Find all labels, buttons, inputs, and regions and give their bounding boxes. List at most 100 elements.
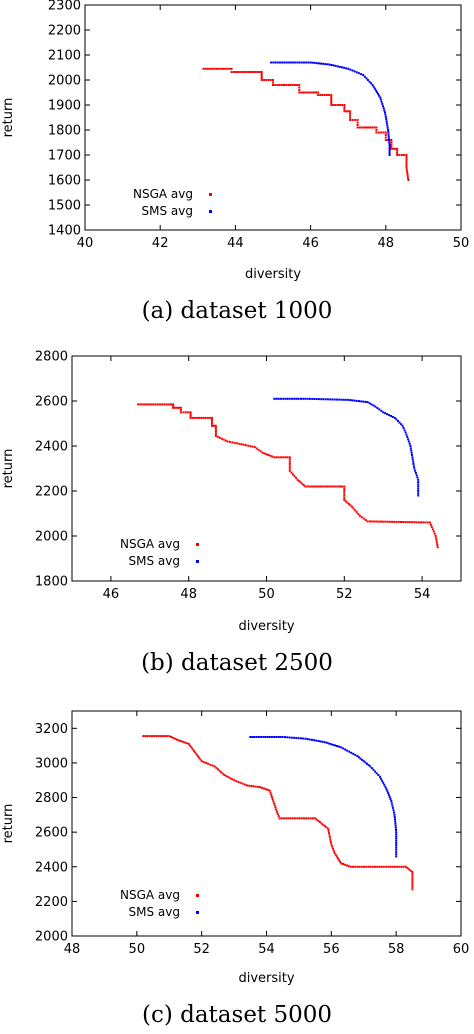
- data-point: [264, 736, 267, 738]
- data-point: [417, 490, 420, 492]
- data-point: [172, 403, 175, 406]
- data-point: [387, 793, 390, 796]
- data-point: [366, 762, 368, 765]
- data-point: [322, 823, 325, 826]
- data-point: [294, 61, 297, 64]
- data-point: [302, 737, 305, 740]
- data-point: [260, 736, 263, 738]
- x-tick-label: 44: [227, 236, 244, 251]
- x-tick-label: 46: [103, 587, 120, 602]
- data-point: [255, 447, 258, 450]
- data-point: [257, 736, 260, 738]
- data-point: [198, 756, 201, 759]
- data-point: [230, 71, 233, 73]
- data-point: [233, 779, 236, 782]
- data-point: [382, 520, 385, 523]
- data-point: [360, 865, 363, 868]
- data-point: [362, 74, 365, 76]
- data-point: [375, 129, 378, 131]
- data-point: [422, 521, 425, 524]
- data-point: [405, 433, 408, 436]
- data-point: [310, 91, 313, 94]
- data-point: [211, 422, 213, 425]
- data-point: [279, 456, 282, 459]
- data-point: [339, 860, 341, 863]
- data-point: [396, 865, 399, 868]
- y-tick-label: 1600: [48, 174, 81, 189]
- data-point: [313, 485, 315, 488]
- x-axis-label: diversity: [245, 267, 301, 282]
- data-point: [213, 765, 216, 768]
- data-point: [319, 485, 322, 488]
- data-point: [268, 789, 271, 792]
- data-point: [429, 523, 432, 526]
- data-point: [388, 141, 391, 144]
- data-point: [343, 108, 346, 111]
- y-tick-label: 1800: [48, 124, 81, 139]
- data-point: [215, 766, 218, 769]
- data-point: [380, 409, 383, 412]
- data-point: [397, 520, 400, 523]
- data-point: [404, 521, 407, 524]
- data-point: [388, 520, 391, 523]
- data-point: [225, 775, 228, 778]
- data-point: [265, 453, 268, 456]
- data-point: [303, 61, 305, 64]
- data-point: [390, 141, 393, 144]
- data-point: [238, 442, 241, 445]
- data-point: [275, 808, 278, 811]
- data-point: [191, 416, 194, 419]
- data-point: [289, 817, 292, 820]
- data-point: [361, 758, 364, 761]
- data-point: [237, 71, 240, 73]
- data-point: [214, 432, 217, 435]
- y-tick-label: 2000: [35, 930, 68, 945]
- data-point: [360, 516, 363, 519]
- data-point: [279, 397, 282, 400]
- data-point: [411, 883, 414, 886]
- data-point: [369, 765, 372, 768]
- data-point: [343, 66, 345, 69]
- y-tick-label: 1500: [48, 199, 81, 214]
- data-point: [372, 768, 375, 771]
- data-point: [402, 865, 405, 868]
- data-point: [367, 126, 369, 129]
- data-point: [358, 865, 361, 868]
- data-point: [390, 139, 393, 141]
- data-point: [243, 71, 246, 73]
- data-point: [284, 456, 287, 459]
- data-point: [349, 116, 352, 119]
- data-point: [374, 770, 377, 773]
- data-point: [359, 757, 362, 760]
- data-point: [235, 780, 238, 783]
- data-point: [386, 520, 389, 523]
- data-point: [309, 817, 312, 820]
- y-axis-label: return: [1, 98, 16, 138]
- data-point: [393, 816, 396, 818]
- data-point: [271, 455, 274, 458]
- data-point: [334, 64, 337, 67]
- data-point: [395, 842, 398, 844]
- data-point: [270, 793, 273, 796]
- data-point: [349, 112, 352, 115]
- legend-label: SMS avg: [129, 905, 180, 919]
- data-point: [408, 442, 411, 445]
- data-point: [264, 788, 267, 791]
- data-point: [342, 398, 345, 401]
- data-point: [432, 530, 435, 533]
- data-point: [288, 397, 291, 400]
- data-point: [324, 63, 327, 66]
- data-point: [277, 815, 280, 818]
- data-point: [330, 843, 333, 846]
- data-point: [311, 397, 314, 400]
- data-point: [290, 471, 293, 474]
- legend-marker: [209, 210, 212, 213]
- data-point: [340, 66, 343, 69]
- data-point: [387, 135, 390, 138]
- data-point: [406, 174, 409, 177]
- data-point: [401, 424, 404, 427]
- data-point: [405, 168, 408, 171]
- data-point: [280, 817, 283, 820]
- data-point: [323, 825, 326, 828]
- data-point: [207, 762, 210, 765]
